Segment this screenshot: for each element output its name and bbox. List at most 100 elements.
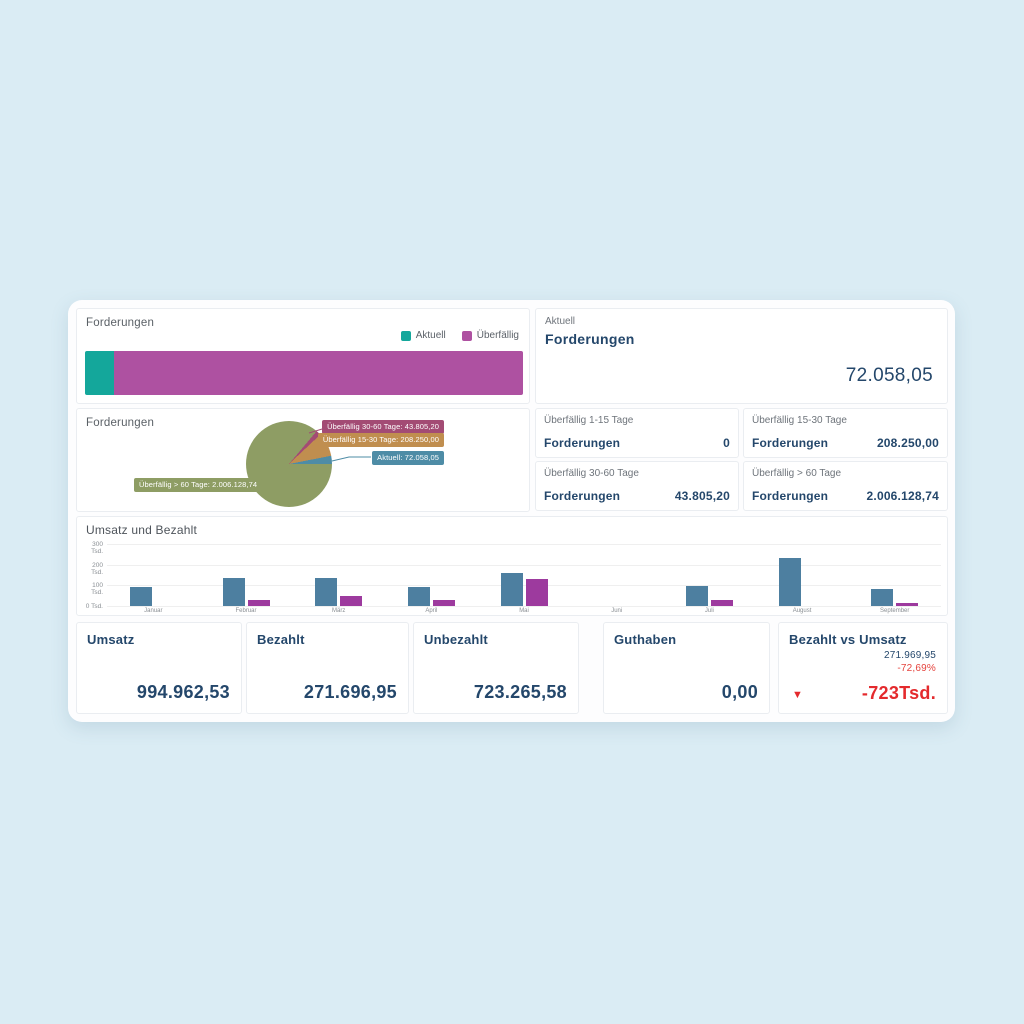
trend-down-icon: ▼ <box>792 689 803 701</box>
x-axis-label: Juli <box>704 608 714 614</box>
panel-receivables-bar: Forderungen Aktuell Überfällig <box>76 308 530 404</box>
bar-groups: Januar Februar März April Mai Juni Juli August S… <box>107 544 941 614</box>
summary-subtitle: Aktuell <box>545 316 576 327</box>
aging-value: 0 <box>723 436 730 450</box>
receivables-stacked-bar[interactable] <box>85 351 523 395</box>
bar-umsatz-januar[interactable] <box>129 587 152 606</box>
bar-group-januar: Januar <box>107 544 200 614</box>
bar-group-juli: Juli <box>663 544 756 614</box>
bar-group-april: April <box>385 544 478 614</box>
legend-swatch-ueberfaellig-icon <box>461 330 472 341</box>
legend-swatch-aktuell-icon <box>400 330 411 341</box>
panel-kpi-unbezahlt: Unbezahlt 723.265,58 <box>413 622 579 714</box>
bar-group-mai: Mai <box>478 544 571 614</box>
bar-bezahlt-mai[interactable] <box>525 579 548 606</box>
panel-title: Forderungen <box>86 317 155 329</box>
summary-title: Forderungen <box>545 331 635 347</box>
x-axis-label: Juni <box>611 608 623 614</box>
aging-value: 43.805,20 <box>674 489 730 503</box>
x-axis-label: Januar <box>144 608 163 614</box>
bar-umsatz-april[interactable] <box>407 587 430 606</box>
panel-kpi-umsatz: Umsatz 994.962,53 <box>76 622 242 714</box>
aging-title: Überfällig 30-60 Tage <box>544 468 639 479</box>
bar-bezahlt-juli[interactable] <box>710 600 733 606</box>
kpi-title: Bezahlt <box>257 632 305 647</box>
pie-label-ueberfaellig-15-30: Überfällig 15-30 Tage: 208.250,00 <box>317 433 444 447</box>
kpi-value: 723.265,58 <box>473 682 567 702</box>
kpi-delta-value: -723Tsd. <box>861 683 936 703</box>
kpi-value: 271.696,95 <box>303 682 397 702</box>
gridline <box>107 564 941 566</box>
panel-aging-30-60: Überfällig 30-60 Tage Forderungen 43.805… <box>535 461 739 511</box>
bar-umsatz-märz[interactable] <box>315 578 338 606</box>
bar-umsatz-februar[interactable] <box>222 578 245 606</box>
panel-aging-1-15: Überfällig 1-15 Tage Forderungen 0 <box>535 408 739 458</box>
umsatz-bezahlt-plot[interactable]: 0 Tsd. 100 Tsd. 200 Tsd. 300 Tsd. Januar Febr… <box>86 541 941 614</box>
pie-label-ueberfaellig-30-60: Überfällig 30-60 Tage: 43.805,20 <box>322 420 444 434</box>
panel-aging-60-plus: Überfällig > 60 Tage Forderungen 2.006.1… <box>743 461 948 511</box>
x-axis-label: Mai <box>519 608 529 614</box>
panel-aging-15-30: Überfällig 15-30 Tage Forderungen 208.25… <box>743 408 948 458</box>
panel-title: Forderungen <box>86 417 155 429</box>
kpi-value: 994.962,53 <box>136 682 230 702</box>
bar-umsatz-august[interactable] <box>778 558 801 606</box>
x-axis-label: März <box>332 608 346 614</box>
aging-value: 208.250,00 <box>876 436 939 450</box>
bar-segment-überfällig[interactable] <box>114 351 523 395</box>
legend-label: Aktuell <box>415 330 446 341</box>
pie-label-ueberfaellig-60: Überfällig > 60 Tage: 2.006.128,74 <box>134 478 263 492</box>
kpi-title: Unbezahlt <box>424 632 488 647</box>
bar-umsatz-juli[interactable] <box>685 586 708 606</box>
kpi-title: Umsatz <box>87 632 135 647</box>
receivables-pie-chart[interactable] <box>246 421 332 507</box>
y-axis-tick: 100 Tsd. <box>91 582 103 597</box>
gridline <box>107 585 941 587</box>
aging-label: Forderungen <box>752 436 829 450</box>
x-axis-label: April <box>425 608 438 614</box>
kpi-title: Bezahlt vs Umsatz <box>789 632 907 647</box>
bar-group-august: August <box>756 544 849 614</box>
aging-title: Überfällig > 60 Tage <box>752 468 842 479</box>
panel-kpi-bezahlt: Bezahlt 271.696,95 <box>246 622 409 714</box>
y-axis-tick: 0 Tsd. <box>85 603 103 610</box>
kpi-title: Guthaben <box>614 632 677 647</box>
bar-segment-aktuell[interactable] <box>85 351 114 395</box>
summary-value: 72.058,05 <box>845 365 933 386</box>
kpi-reference-value: 271.969,95 <box>883 650 936 661</box>
x-axis-label: Februar <box>235 608 257 614</box>
bar-group-september: September <box>848 544 941 614</box>
aging-label: Forderungen <box>752 489 829 503</box>
aging-title: Überfällig 15-30 Tage <box>752 415 847 426</box>
aging-label: Forderungen <box>544 436 621 450</box>
bar-umsatz-mai[interactable] <box>500 573 523 606</box>
panel-receivables-pie: Forderungen Überfällig 30-60 Tage: 43.80… <box>76 408 530 512</box>
legend-label: Überfällig <box>476 330 519 341</box>
panel-kpi-guthaben: Guthaben 0,00 <box>603 622 770 714</box>
legend: Aktuell Überfällig <box>400 330 519 341</box>
panel-title: Umsatz und Bezahlt <box>86 523 197 537</box>
gridline <box>107 606 941 607</box>
y-axis-tick: 200 Tsd. <box>91 561 103 576</box>
bar-group-februar: Februar <box>200 544 293 614</box>
legend-item-aktuell[interactable]: Aktuell <box>400 330 446 341</box>
x-axis-label: August <box>792 608 812 614</box>
aging-title: Überfällig 1-15 Tage <box>544 415 634 426</box>
bar-group-märz: März <box>292 544 385 614</box>
bar-bezahlt-april[interactable] <box>432 600 455 606</box>
aging-value: 2.006.128,74 <box>866 489 939 503</box>
kpi-value: 0,00 <box>721 682 758 702</box>
legend-item-ueberfaellig[interactable]: Überfällig <box>461 330 519 341</box>
bar-umsatz-september[interactable] <box>871 589 894 606</box>
bar-bezahlt-februar[interactable] <box>247 599 270 606</box>
gridline <box>107 544 941 545</box>
panel-kpi-bezahlt-vs-umsatz: Bezahlt vs Umsatz 271.969,95 -72,69% ▼ -… <box>778 622 948 714</box>
panel-aktuell-summary: Aktuell Forderungen 72.058,05 <box>535 308 948 404</box>
panel-umsatz-bezahlt-chart: Umsatz und Bezahlt 0 Tsd. 100 Tsd. 200 Tsd… <box>76 516 948 616</box>
x-axis-label: September <box>880 608 910 614</box>
bar-group-juni: Juni <box>570 544 663 614</box>
bar-bezahlt-september[interactable] <box>896 602 919 606</box>
kpi-percent-value: -72,69% <box>897 663 936 674</box>
pie-label-aktuell: Aktuell: 72.058,05 <box>372 451 444 465</box>
bar-bezahlt-märz[interactable] <box>340 596 363 606</box>
dashboard-card: Forderungen Aktuell Überfällig Aktuell F… <box>68 300 955 722</box>
